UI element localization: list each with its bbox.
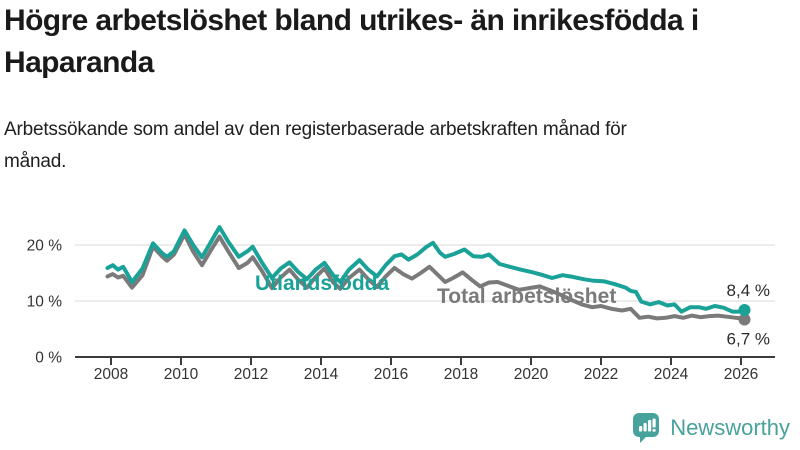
- x-tick-label-2016: 2016: [374, 366, 408, 383]
- x-tick-label-2020: 2020: [514, 366, 549, 383]
- series-end-value-total-arbetsl-shet: 6,7 %: [727, 329, 770, 348]
- series-end-dot-utlandsf-dda: [738, 303, 751, 316]
- x-tick-label-2010: 2010: [164, 366, 199, 383]
- chart-title: Högre arbetslöshet bland utrikes- än inr…: [4, 4, 699, 79]
- x-tick-label-2022: 2022: [584, 366, 618, 383]
- chart-subtitle: Arbetssökande som andel av den registerb…: [4, 119, 627, 172]
- unemployment-line-chart: 2008 2010 2012 2014 2016 2018 2020 2022 2024 2026…: [0, 200, 800, 400]
- series-end-value-utlandsf-dda: 8,4 %: [727, 281, 770, 300]
- series-label-utlandsf-dda: Utlandsfödda: [255, 272, 389, 295]
- unemployment-line-chart-svg: 2008 2010 2012 2014 2016 2018 2020 2022 2024 2026…: [27, 225, 775, 383]
- newsworthy-logo-text: Newsworthy: [670, 415, 790, 440]
- y-tick-label-20: 20 %: [27, 238, 63, 255]
- x-tick-label-2012: 2012: [234, 366, 268, 383]
- series-end-dot-total-arbetsl-shet: [738, 313, 751, 326]
- newsworthy-logo-icon: [632, 412, 662, 444]
- newsworthy-logo[interactable]: Newsworthy: [632, 412, 790, 444]
- series-line-total-arbetsl-shet: [105, 232, 747, 322]
- x-tick-label-2008: 2008: [94, 366, 128, 383]
- y-tick-label-0: 0 %: [35, 350, 62, 367]
- series-line-utlandsf-dda: [105, 225, 747, 314]
- speech-bubble-barchart-icon: [633, 413, 660, 443]
- series-label-total-arbetsl-shet: Total arbetslöshet: [437, 285, 616, 308]
- y-tick-label-10: 10 %: [27, 294, 63, 311]
- x-tick-label-2024: 2024: [654, 366, 689, 383]
- x-tick-label-2026: 2026: [724, 366, 758, 383]
- x-tick-label-2014: 2014: [304, 366, 339, 383]
- x-tick-label-2018: 2018: [444, 366, 478, 383]
